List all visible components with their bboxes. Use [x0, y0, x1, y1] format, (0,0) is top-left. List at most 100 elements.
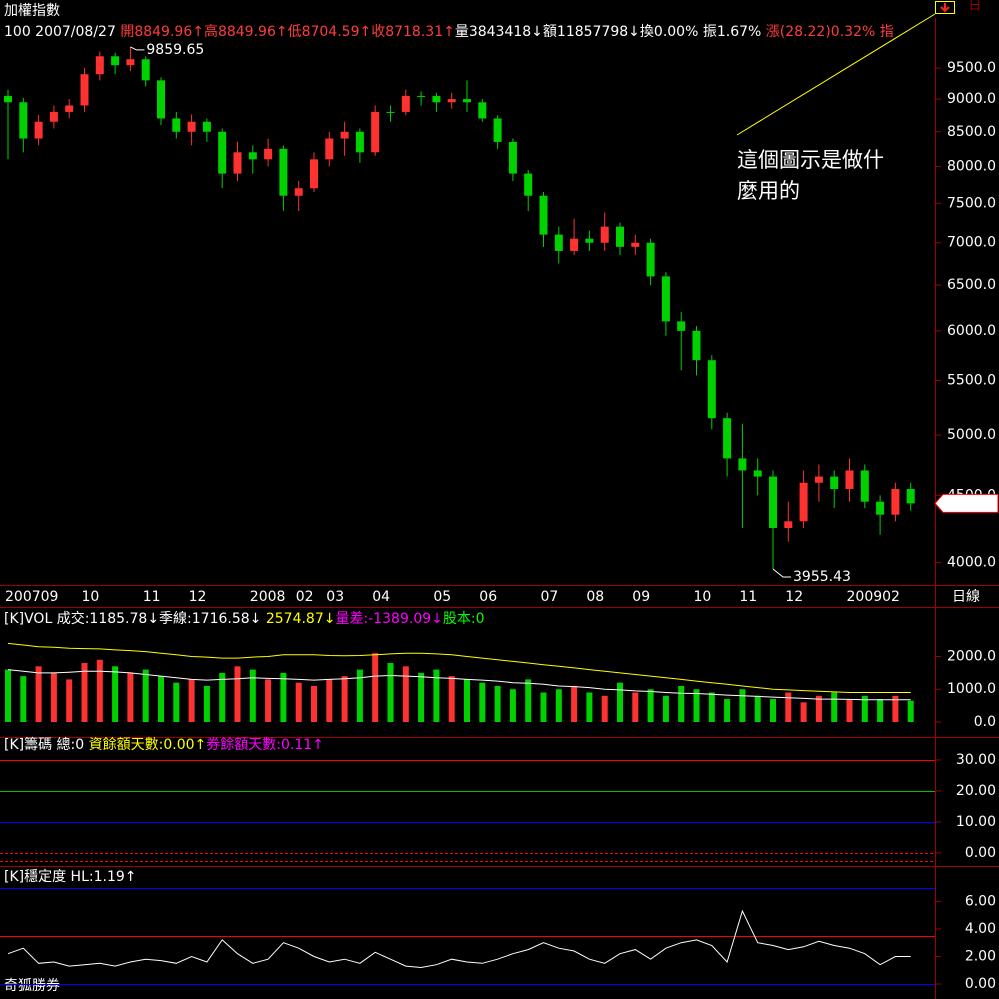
y-tick-label: 10.00 [956, 814, 996, 830]
y-tick-label: 0.0 [974, 714, 996, 730]
y-tick-label: 2.00 [965, 948, 996, 964]
candle-body [784, 521, 793, 528]
y-tick-label: 30.00 [956, 752, 996, 768]
volume-bar [387, 663, 394, 722]
header-segment: 量差:-1389.09↓ [335, 611, 442, 627]
candle-body [34, 121, 43, 139]
volume-bar [800, 702, 807, 722]
panel-header: 100 2007/08/27 開8849.96↑高8849.96↑低8704.5… [4, 23, 894, 40]
candle-body [325, 138, 334, 160]
candle-body [80, 74, 89, 106]
y-tick-label: 7000.0 [947, 235, 996, 251]
volume-bar [601, 695, 608, 722]
volume-bar [632, 692, 639, 722]
candle-body [524, 173, 533, 196]
x-tick-label: 200709 [5, 589, 58, 605]
x-tick-label: 10 [82, 589, 100, 605]
candle-body [187, 121, 196, 132]
candle-body [417, 95, 426, 97]
x-tick-label: 03 [326, 589, 344, 605]
volume-bar [815, 695, 822, 722]
candle-body [707, 360, 716, 419]
volume-bar [509, 689, 516, 722]
y-tick-label: 9500.0 [947, 60, 996, 76]
y-tick-label: 6.00 [965, 893, 996, 909]
candle-body [248, 152, 257, 160]
period-label: 日線 [952, 589, 980, 605]
volume-bar [724, 699, 731, 722]
volume-bar [372, 653, 379, 722]
volume-bar [448, 676, 455, 722]
volume-bar [81, 663, 88, 722]
volume-bar [892, 695, 899, 722]
volume-bar [173, 682, 180, 722]
y-tick-label: 8000.0 [947, 158, 996, 174]
candle-body [95, 56, 104, 75]
candle-body [463, 99, 471, 103]
candle-body [111, 56, 120, 66]
volume-bar [617, 682, 623, 722]
tool-button[interactable] [935, 1, 955, 14]
candle-body [906, 488, 915, 504]
x-tick-label: 10 [694, 589, 712, 605]
volume-bar [234, 666, 241, 722]
candle-body [677, 321, 686, 331]
candle-body [157, 80, 165, 119]
candle-body [126, 59, 135, 66]
volume-bar [402, 666, 409, 722]
volume-bar [280, 672, 287, 722]
candle-body [19, 102, 28, 139]
candle-body [830, 476, 839, 489]
header-segment: 收8718.31↑ [371, 24, 455, 40]
volume-bar [112, 666, 119, 722]
volume-bar [219, 672, 226, 722]
volume-bar [5, 669, 11, 722]
y-tick-label: 2000.0 [947, 648, 996, 664]
volume-bar [66, 679, 73, 722]
volume-bar [907, 700, 914, 722]
candle-body [4, 95, 12, 103]
volume-bar [861, 695, 868, 722]
candle-body [585, 238, 594, 243]
volume-bar [127, 672, 134, 722]
min-label: 3955.43 [793, 569, 851, 585]
panel-header: [K]籌碼 總:0 資餘額天數:0.00↑券餘額天數:0.11↑ [4, 736, 324, 753]
volume-bar [708, 692, 715, 722]
panel-header: [K]VOL 成交:1185.78↓季線:1716.58↓ 2574.87↓量差… [4, 610, 485, 627]
volume-bar [571, 685, 578, 722]
candle-body [769, 476, 777, 528]
volume-bar [678, 685, 685, 722]
panel-header: [K]穩定度 HL:1.19↑ [4, 869, 137, 885]
candle-body [202, 121, 211, 132]
y-tick-label: 5000.0 [947, 427, 996, 443]
header-segment: 開8849.96↑ [120, 24, 204, 40]
volume-bar [525, 679, 532, 722]
y-tick-label: 0.00 [965, 845, 996, 861]
x-tick-label: 08 [586, 589, 604, 605]
candle-body [279, 148, 288, 196]
x-tick-label: 02 [296, 589, 314, 605]
volume-bar [540, 692, 547, 722]
header-segment: [K]穩定度 HL:1.19↑ [4, 869, 137, 885]
candle-body [692, 330, 701, 361]
volume-bar [785, 692, 792, 722]
candle-body [661, 276, 670, 322]
volume-bar [188, 679, 195, 722]
y-tick-label: 0.00 [965, 976, 996, 992]
volume-bar [647, 689, 654, 722]
max-label: 9859.65 [146, 42, 204, 58]
header-segment: 量3843418↓ [455, 24, 543, 40]
candle-body [539, 195, 548, 235]
x-tick-label: 12 [785, 589, 803, 605]
x-tick-label: 12 [189, 589, 207, 605]
moving-average [7, 642, 911, 693]
volume-bar [770, 699, 776, 722]
volume-bar [586, 692, 593, 722]
candle-body [218, 131, 227, 174]
stability-line [7, 909, 911, 969]
header-segment: 換0.00% [640, 24, 703, 40]
view-button[interactable]: 日 [968, 0, 981, 14]
x-tick-label: 07 [541, 589, 559, 605]
candle-body [447, 99, 456, 103]
